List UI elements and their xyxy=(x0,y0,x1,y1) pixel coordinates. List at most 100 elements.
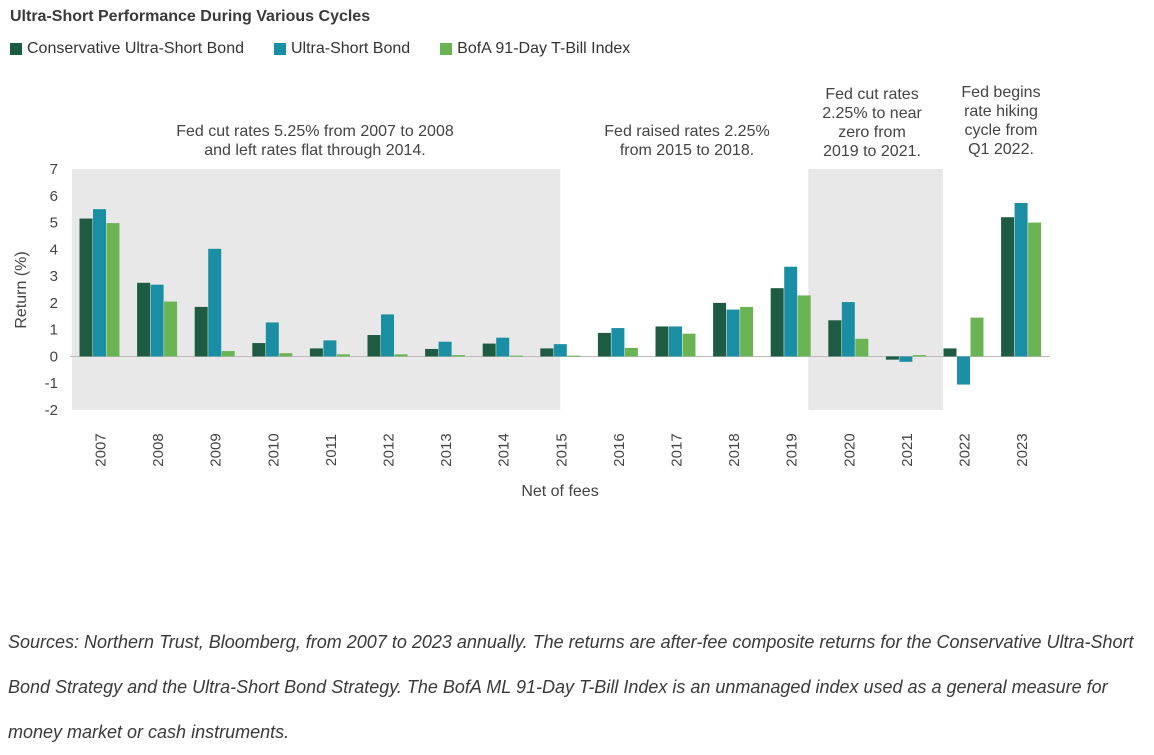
annotation-0-line: Fed cut rates 5.25% from 2007 to 2008 xyxy=(176,123,454,140)
annotation-3-line: Q1 2022. xyxy=(968,141,1034,158)
bar-1-2022 xyxy=(957,356,970,385)
chart-title: Ultra-Short Performance During Various C… xyxy=(10,8,371,25)
bar-0-2014 xyxy=(482,343,496,357)
bar-1-2023 xyxy=(1014,203,1028,357)
bar-0-2019 xyxy=(770,288,784,357)
bar-1-2007 xyxy=(93,209,106,357)
x-tick-label: 2021 xyxy=(899,433,916,466)
y-tick-label: -1 xyxy=(45,375,58,392)
bar-2-2017 xyxy=(682,333,696,357)
y-tick-label: 0 xyxy=(50,348,58,365)
bar-0-2022 xyxy=(943,348,957,357)
bar-2-2010 xyxy=(279,353,293,357)
legend-item-ultra-short: Ultra-Short Bond xyxy=(273,40,411,58)
legend-swatch-ultra-short xyxy=(273,43,286,55)
x-tick-label: 2016 xyxy=(611,433,628,466)
bar-1-2009 xyxy=(208,248,222,357)
bar-1-2008 xyxy=(150,284,164,357)
x-tick-label: 2007 xyxy=(93,433,110,466)
y-tick-label: 6 xyxy=(50,188,58,205)
footnote: Sources: Northern Trust, Bloomberg, from… xyxy=(8,632,1134,742)
bar-2-2021 xyxy=(912,355,926,357)
x-tick-label: 2022 xyxy=(957,433,974,466)
bar-0-2017 xyxy=(655,326,669,357)
bar-1-2019 xyxy=(784,266,798,357)
bar-1-2016 xyxy=(611,328,625,357)
bar-2-2014 xyxy=(509,355,523,357)
y-tick-label: 5 xyxy=(50,215,58,232)
bar-1-2011 xyxy=(323,340,337,357)
annotation-2-line: Fed cut rates xyxy=(825,86,918,103)
annotation-2-line: 2019 to 2021. xyxy=(823,143,921,160)
bar-0-2010 xyxy=(252,343,266,357)
bar-2-2020 xyxy=(855,338,869,357)
bar-2-2007 xyxy=(106,223,120,357)
bar-2-2019 xyxy=(797,295,811,357)
y-tick-label: 4 xyxy=(50,241,58,258)
bar-2-2009 xyxy=(221,351,235,357)
bar-0-2011 xyxy=(309,348,323,357)
legend-label-conservative: Conservative Ultra-Short Bond xyxy=(27,40,244,57)
bar-0-2008 xyxy=(137,282,151,357)
bar-2-2023 xyxy=(1028,222,1042,357)
bar-0-2018 xyxy=(713,302,727,357)
annotation-1-line: Fed raised rates 2.25% xyxy=(604,123,769,140)
legend-label-tbill: BofA 91-Day T-Bill Index xyxy=(457,40,631,57)
x-tick-label: 2011 xyxy=(323,434,340,466)
bar-2-2011 xyxy=(336,354,350,357)
annotation-3-line: cycle from xyxy=(965,122,1038,139)
bar-2-2013 xyxy=(452,355,466,357)
legend: Conservative Ultra-Short Bond Ultra-Shor… xyxy=(10,40,630,58)
legend-swatch-conservative xyxy=(10,43,22,55)
annotation-2-line: zero from xyxy=(838,124,906,141)
annotation-1-line: from 2015 to 2018. xyxy=(620,142,754,159)
x-tick-label: 2018 xyxy=(726,433,743,466)
x-tick-label: 2019 xyxy=(784,433,801,466)
bar-1-2018 xyxy=(726,309,740,357)
bar-1-2014 xyxy=(496,337,510,357)
bar-0-2016 xyxy=(597,332,611,357)
bar-2-2018 xyxy=(740,306,754,357)
legend-item-tbill: BofA 91-Day T-Bill Index xyxy=(440,40,630,58)
bar-0-2007 xyxy=(79,218,93,357)
bar-2-2022 xyxy=(970,317,984,357)
y-tick-label: 2 xyxy=(50,295,58,312)
bar-0-2012 xyxy=(367,335,381,357)
bar-1-2021 xyxy=(899,356,913,362)
x-tick-label: 2010 xyxy=(265,433,282,466)
annotation-2-line: 2.25% to near xyxy=(822,105,922,122)
y-tick-label: 3 xyxy=(50,268,58,285)
annotation-0-line: and left rates flat through 2014. xyxy=(204,142,425,159)
x-tick-label: 2013 xyxy=(438,433,455,466)
y-tick-label: 7 xyxy=(50,161,58,178)
legend-swatch-tbill xyxy=(440,43,453,55)
y-tick-label: -2 xyxy=(45,402,58,419)
x-tick-label: 2009 xyxy=(208,433,225,466)
x-tick-label: 2020 xyxy=(841,433,858,466)
bar-1-2013 xyxy=(438,341,452,357)
x-tick-label: 2014 xyxy=(496,433,513,466)
bar-1-2015 xyxy=(553,344,567,357)
bar-1-2012 xyxy=(381,314,394,357)
bar-0-2021 xyxy=(885,356,899,360)
shaded-period-1 xyxy=(808,169,943,410)
bar-0-2023 xyxy=(1001,217,1015,357)
x-tick-label: 2017 xyxy=(669,433,686,466)
bar-1-2010 xyxy=(265,322,279,357)
bar-2-2016 xyxy=(624,347,638,357)
x-tick-label: 2012 xyxy=(381,433,398,466)
annotation-3-line: rate hiking xyxy=(964,103,1038,120)
bar-chart: -2 -1 0 1 2 3 4 5 6 7 2007 2008 2009 2010 2011 2012 2013… xyxy=(13,84,1050,500)
x-tick-label: 2008 xyxy=(150,433,167,466)
bar-2-2012 xyxy=(394,354,408,357)
y-axis-label: Return (%) xyxy=(13,251,30,328)
annotation-3-line: Fed begins xyxy=(961,84,1040,101)
x-axis-label: Net of fees xyxy=(521,483,598,500)
bar-1-2017 xyxy=(669,326,682,357)
bar-0-2015 xyxy=(540,348,554,357)
bar-2-2008 xyxy=(164,301,178,357)
x-tick-label: 2023 xyxy=(1014,433,1031,466)
legend-label-ultra-short: Ultra-Short Bond xyxy=(290,40,411,57)
bar-1-2020 xyxy=(841,302,855,357)
bar-0-2013 xyxy=(425,348,439,357)
